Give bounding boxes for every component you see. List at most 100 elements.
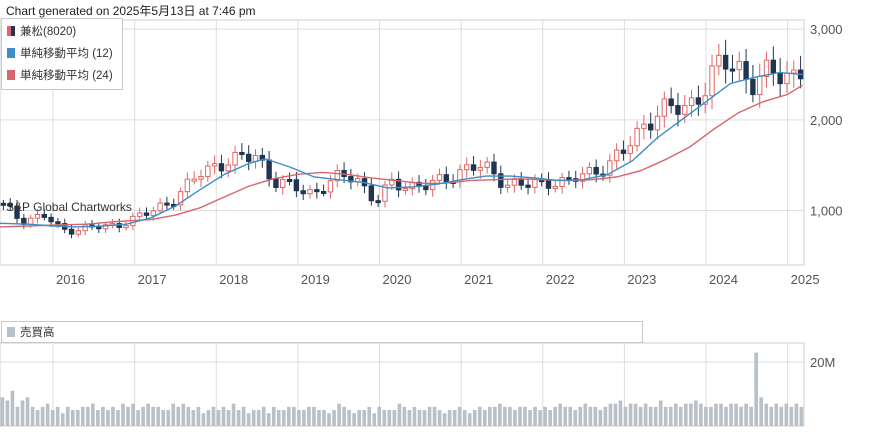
volume-bar xyxy=(578,406,583,426)
x-tick-label: 2021 xyxy=(464,272,493,287)
legend-item-ma-short[interactable]: 単純移動平均 (12) xyxy=(7,45,113,61)
volume-bar xyxy=(764,403,769,426)
volume-bar xyxy=(397,403,402,426)
volume-bar xyxy=(633,403,638,426)
volume-bar xyxy=(312,406,316,426)
candle-up xyxy=(150,210,157,216)
volume-bar xyxy=(352,413,356,426)
candle-down xyxy=(245,153,252,162)
volume-bar xyxy=(699,403,703,426)
volume-bar xyxy=(96,410,100,426)
candle-down xyxy=(368,185,375,202)
candle-up xyxy=(634,127,640,147)
volume-bar xyxy=(377,406,382,426)
volume-bar xyxy=(367,406,372,426)
candle-up xyxy=(504,184,511,188)
legend-volume-label: 売買高 xyxy=(20,327,55,339)
volume-bar xyxy=(261,406,266,426)
candle-up xyxy=(307,189,313,195)
volume-bar xyxy=(628,403,633,426)
volume-bar xyxy=(70,410,75,426)
candle-down xyxy=(218,163,225,172)
candle-down xyxy=(525,184,531,188)
volume-bar xyxy=(704,406,708,426)
volume-bar xyxy=(784,403,789,426)
candle-up xyxy=(157,202,163,212)
candle-up xyxy=(559,177,565,187)
candle-down xyxy=(675,105,681,115)
volume-bar xyxy=(412,406,417,426)
volume-bar xyxy=(472,410,477,426)
volume-bar xyxy=(548,410,552,426)
candle-up xyxy=(627,145,633,154)
volume-bar xyxy=(116,410,120,426)
candle-up xyxy=(641,123,647,129)
candle-down xyxy=(273,178,279,188)
candle-down xyxy=(239,151,245,155)
volume-bar xyxy=(15,406,20,426)
volume-bar xyxy=(176,406,181,426)
volume-bar xyxy=(10,390,15,426)
volume-bar xyxy=(347,410,351,426)
candle-down xyxy=(7,203,13,207)
candle-up xyxy=(661,98,668,117)
candle-up xyxy=(532,179,538,188)
candle-down xyxy=(545,179,552,189)
volume-bar xyxy=(648,406,653,426)
candle-up xyxy=(123,225,129,229)
legend-item-ma-long[interactable]: 単純移動平均 (24) xyxy=(7,67,113,83)
candle-down xyxy=(395,178,402,191)
x-tick-label: 2018 xyxy=(219,272,248,287)
volume-bar xyxy=(689,403,693,426)
volume-bar xyxy=(60,413,65,426)
volume-bar xyxy=(211,406,216,426)
volume-bar xyxy=(241,406,246,426)
volume-bar xyxy=(593,406,598,426)
candle-down xyxy=(164,202,170,206)
volume-bar xyxy=(50,410,55,426)
volume-bar xyxy=(236,410,241,426)
volume-bar xyxy=(422,410,427,426)
volume-bar xyxy=(251,410,256,426)
candle-up xyxy=(682,105,688,115)
candle-up xyxy=(382,184,388,202)
legend-item-price[interactable]: 兼松(8020) xyxy=(7,23,76,39)
volume-bar xyxy=(427,406,432,426)
candle-up xyxy=(198,175,204,180)
volume-bar xyxy=(196,406,201,426)
volume-bar xyxy=(789,406,794,426)
volume-bar xyxy=(126,406,130,426)
x-tick-label: 2024 xyxy=(709,272,738,287)
candle-down xyxy=(0,202,7,206)
candle-down xyxy=(647,123,654,131)
candle-up xyxy=(763,59,770,77)
legend-item-volume[interactable]: 売買高 xyxy=(7,324,55,340)
candle-down xyxy=(348,176,354,183)
volume-bar xyxy=(528,410,532,426)
candle-up xyxy=(75,230,82,235)
volume-bar xyxy=(131,403,135,426)
candle-up xyxy=(280,178,286,188)
volume-bar xyxy=(794,403,799,426)
volume-bar xyxy=(668,406,673,426)
candle-down xyxy=(777,72,783,85)
volume-bar xyxy=(734,403,738,426)
volume-bar xyxy=(744,403,748,426)
candle-down xyxy=(423,185,429,191)
candle-up xyxy=(736,61,742,71)
volume-bar xyxy=(513,410,517,426)
volume-bar xyxy=(297,410,301,426)
volume-bar xyxy=(749,406,753,426)
legend-ma-long-label: 単純移動平均 (24) xyxy=(20,70,113,82)
volume-bar xyxy=(538,410,542,426)
volume-bar xyxy=(684,403,688,426)
candle-up xyxy=(34,214,41,219)
volume-bar xyxy=(75,410,80,426)
candle-down xyxy=(68,228,75,235)
candle-down xyxy=(695,97,702,105)
volume-bar xyxy=(282,410,286,426)
candle-down xyxy=(314,189,320,193)
volume-bar xyxy=(86,406,90,426)
candle-up xyxy=(436,174,443,181)
